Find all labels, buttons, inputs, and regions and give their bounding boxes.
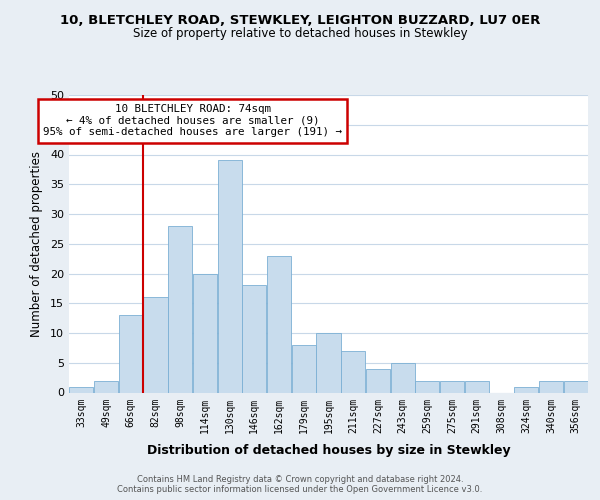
Text: Contains HM Land Registry data © Crown copyright and database right 2024.: Contains HM Land Registry data © Crown c… bbox=[137, 475, 463, 484]
Bar bbox=[267, 256, 291, 392]
Bar bbox=[391, 363, 415, 392]
Bar bbox=[366, 368, 390, 392]
Bar bbox=[292, 345, 316, 393]
Bar bbox=[242, 286, 266, 393]
Text: Size of property relative to detached houses in Stewkley: Size of property relative to detached ho… bbox=[133, 28, 467, 40]
Bar bbox=[415, 380, 439, 392]
Bar bbox=[464, 380, 489, 392]
Bar bbox=[94, 380, 118, 392]
Bar bbox=[440, 380, 464, 392]
Bar bbox=[316, 333, 341, 392]
Bar bbox=[69, 386, 94, 392]
Text: 10, BLETCHLEY ROAD, STEWKLEY, LEIGHTON BUZZARD, LU7 0ER: 10, BLETCHLEY ROAD, STEWKLEY, LEIGHTON B… bbox=[60, 14, 540, 27]
X-axis label: Distribution of detached houses by size in Stewkley: Distribution of detached houses by size … bbox=[146, 444, 511, 456]
Bar bbox=[539, 380, 563, 392]
Text: Contains public sector information licensed under the Open Government Licence v3: Contains public sector information licen… bbox=[118, 485, 482, 494]
Bar bbox=[563, 380, 588, 392]
Bar bbox=[119, 315, 143, 392]
Bar bbox=[341, 351, 365, 393]
Bar bbox=[168, 226, 193, 392]
Bar bbox=[193, 274, 217, 392]
Bar bbox=[218, 160, 242, 392]
Bar bbox=[143, 298, 167, 392]
Bar bbox=[514, 386, 538, 392]
Y-axis label: Number of detached properties: Number of detached properties bbox=[30, 151, 43, 337]
Text: 10 BLETCHLEY ROAD: 74sqm
← 4% of detached houses are smaller (9)
95% of semi-det: 10 BLETCHLEY ROAD: 74sqm ← 4% of detache… bbox=[43, 104, 342, 137]
